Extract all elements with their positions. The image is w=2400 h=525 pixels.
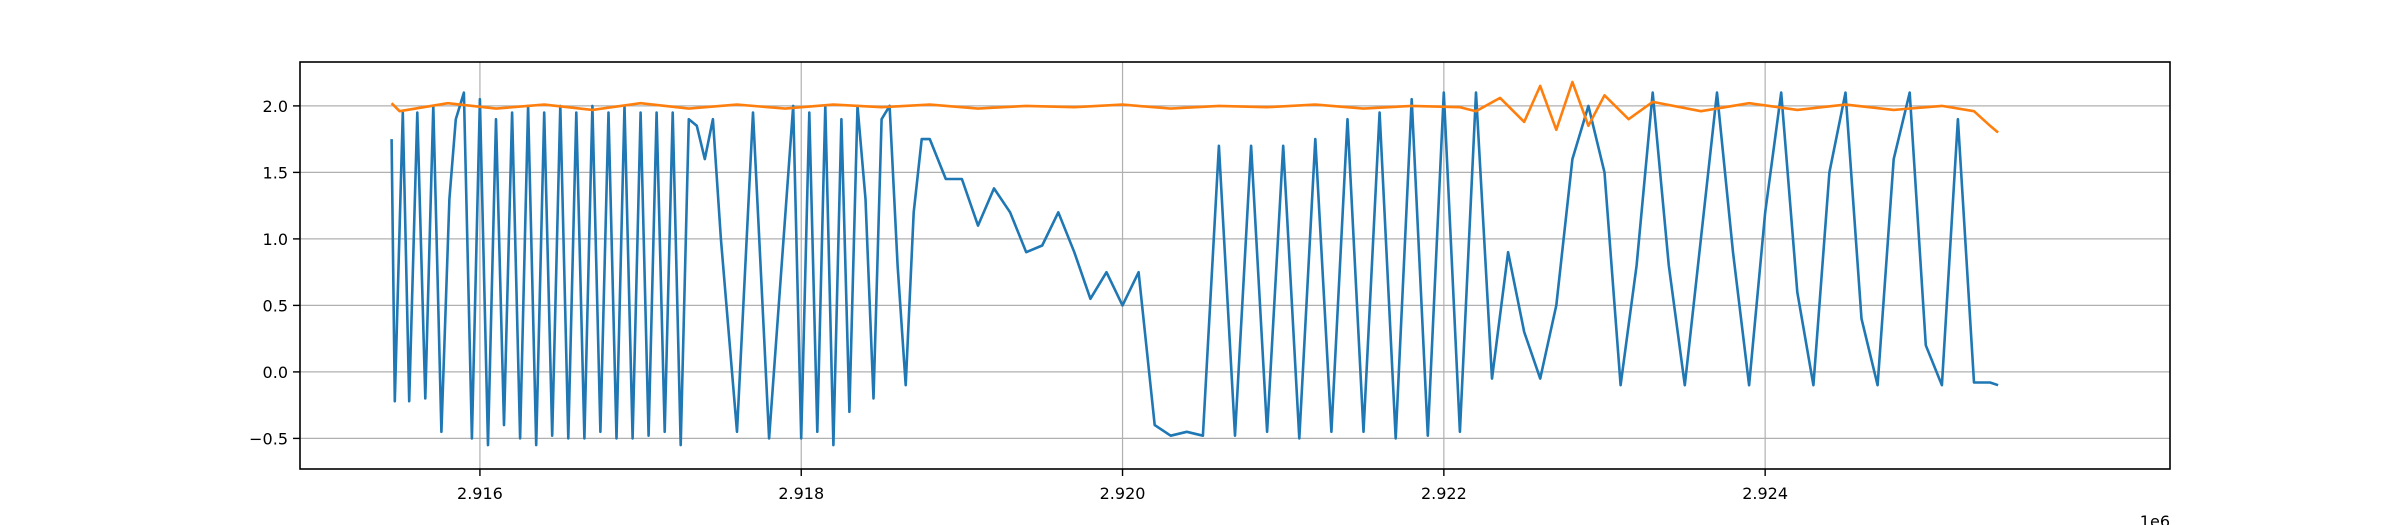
- series-line-1: [390, 91, 1999, 447]
- plot-frame: [299, 61, 2171, 470]
- y-tick-label: 1.0: [263, 230, 288, 249]
- axis-ticks: 2.916 2.918 2.920 2.922 2.924 −0.5 0.0 0.5 1.0 1.…: [249, 97, 1788, 503]
- y-tick-label: 0.5: [263, 296, 288, 315]
- y-tick-label: 1.5: [263, 163, 288, 182]
- y-tick-label: 0.0: [263, 363, 288, 382]
- series-line-2: [390, 80, 1999, 134]
- x-tick-label: 2.924: [1742, 484, 1788, 503]
- x-tick-label: 2.920: [1100, 484, 1146, 503]
- data-series: [390, 80, 1999, 447]
- x-tick-label: 2.916: [457, 484, 503, 503]
- y-tick-label: −0.5: [249, 429, 288, 448]
- x-tick-label: 2.918: [778, 484, 824, 503]
- x-axis-offset-label: 1e6: [2140, 512, 2170, 525]
- y-tick-label: 2.0: [263, 97, 288, 116]
- x-tick-label: 2.922: [1421, 484, 1467, 503]
- grid-lines: [300, 62, 2170, 469]
